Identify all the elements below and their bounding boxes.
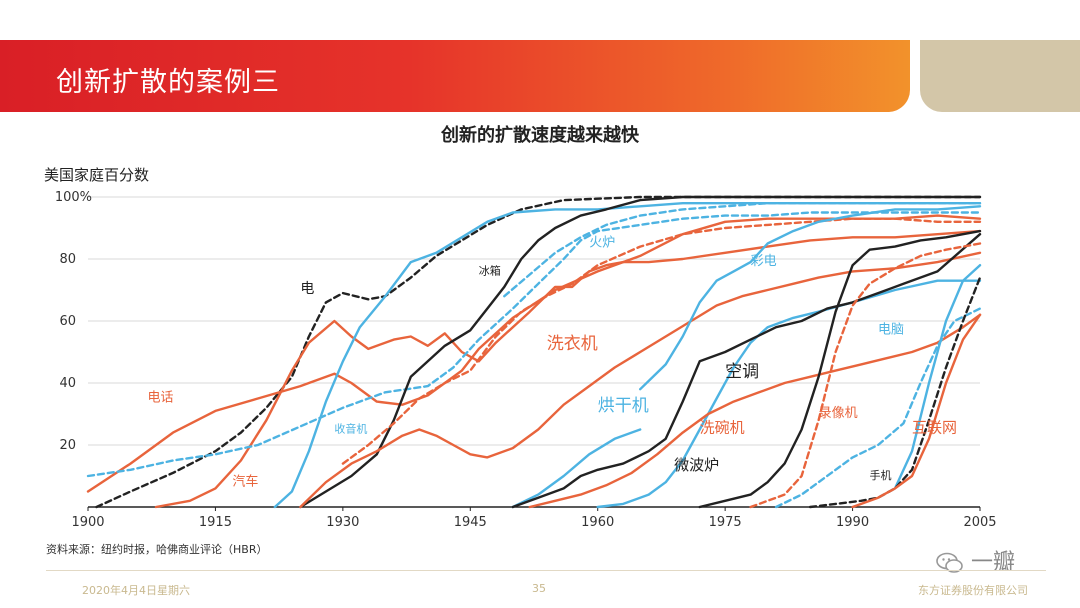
series-label: 洗衣机 (547, 334, 598, 354)
series-line (749, 242, 982, 509)
x-tick-label: 1930 (326, 515, 359, 530)
series-label: 汽车 (232, 473, 258, 489)
series-label: 收音机 (334, 422, 367, 436)
x-tick-label: 1990 (836, 515, 869, 530)
series-line (893, 264, 982, 490)
series-line (299, 195, 982, 509)
banner-tab (920, 40, 1080, 112)
x-tick-label: 1960 (581, 515, 614, 530)
series-line (511, 428, 642, 509)
series-label: 微波炉 (674, 456, 719, 474)
series-line (273, 202, 982, 509)
source-note: 资料来源：纽约时报，哈佛商业评论（HBR） (46, 543, 268, 556)
series-line (808, 276, 982, 509)
series-line (299, 251, 982, 509)
y-axis-label: 美国家庭百分数 (44, 166, 149, 184)
x-tick-label: 1900 (71, 515, 104, 530)
series-label: 彩电 (751, 254, 777, 269)
series-line (528, 313, 982, 509)
slide-title: 创新扩散的案例三 (56, 67, 280, 98)
series-label: 空调 (725, 362, 759, 382)
series-label: 电 (300, 281, 314, 297)
x-tick-label: 1945 (454, 515, 487, 530)
series-line (639, 205, 982, 391)
x-tick-label: 1975 (709, 515, 742, 530)
series-line (86, 211, 982, 478)
y-tick-label: 40 (59, 376, 76, 391)
series-line (503, 202, 982, 298)
series-label: 电脑 (878, 322, 904, 337)
wechat-watermark: 一瓣 (936, 544, 1015, 576)
x-tick-label: 2005 (963, 515, 996, 530)
series-label: 洗碗机 (700, 419, 745, 437)
series-label: 烘干机 (598, 396, 649, 416)
title-banner (0, 40, 910, 112)
series-label: 冰箱 (479, 264, 501, 278)
series-line (851, 313, 982, 509)
series-line (86, 214, 982, 493)
footer-date: 2020年4月4日星期六 (82, 584, 190, 597)
series-line (511, 233, 982, 509)
footer-page-number: 35 (532, 582, 546, 595)
series-label: 火炉 (589, 236, 615, 251)
series-line (341, 217, 982, 465)
series-label: 手机 (870, 468, 892, 482)
series-label: 电话 (147, 391, 173, 406)
watermark-text: 一瓣 (971, 550, 1016, 575)
footer-org: 东方证券股份有限公司 (918, 584, 1028, 597)
wechat-icon (936, 552, 963, 573)
y-tick-label: 20 (59, 438, 76, 453)
series-line (154, 229, 982, 509)
footer-divider (46, 570, 1046, 571)
series-line (774, 307, 982, 509)
y-tick-label: 60 (59, 314, 76, 329)
y-tick-label: 100% (55, 190, 92, 205)
chart-title: 创新的扩散速度越来越快 (441, 125, 639, 146)
series-label: 互联网 (912, 419, 957, 437)
y-tick-label: 80 (59, 252, 76, 267)
series-line (596, 279, 982, 509)
x-tick-label: 1915 (199, 515, 232, 530)
series-label: 录像机 (819, 406, 858, 421)
series-line (698, 229, 982, 509)
